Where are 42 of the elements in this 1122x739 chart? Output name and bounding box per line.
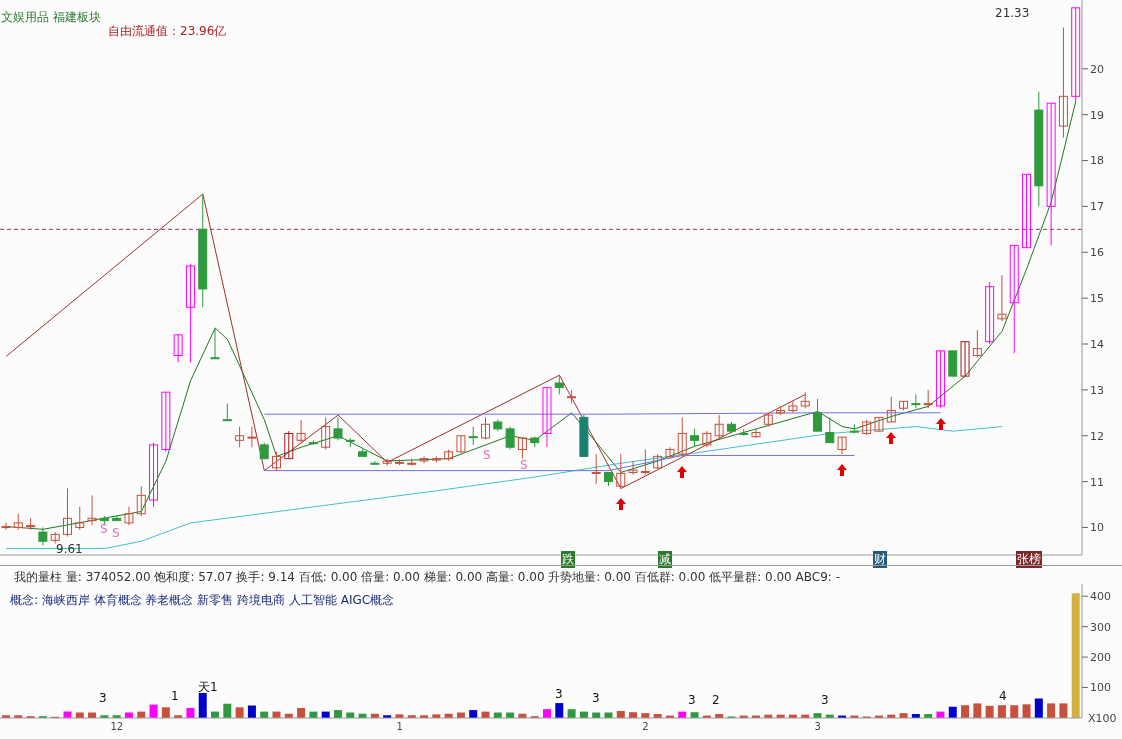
annotation: S (520, 458, 528, 472)
annotation: S (100, 522, 108, 536)
y-tick-label: 14 (1090, 337, 1104, 351)
annotation: 天1 (198, 679, 218, 696)
annotation: 3 (99, 691, 107, 705)
y-tick-label: 100 (1090, 681, 1111, 695)
annotation: 21.33 (995, 6, 1030, 20)
y-tick-label: 11 (1090, 475, 1104, 489)
y-tick-label: 20 (1090, 62, 1104, 76)
x-tick-label: 2 (642, 721, 649, 733)
y-axis-title: X100 (1088, 712, 1117, 725)
y-tick-label: 13 (1090, 383, 1104, 397)
y-tick-label: 15 (1090, 292, 1104, 306)
y-tick-label: 18 (1090, 154, 1104, 168)
annotation: 3 (688, 693, 696, 707)
annotation: 3 (592, 691, 600, 705)
y-tick-label: 400 (1090, 590, 1111, 604)
x-tick-label: 12 (110, 721, 124, 733)
annotation: S (483, 448, 491, 462)
text: 文娱用品 福建板块 (1, 9, 101, 26)
annotation: 减 (658, 551, 672, 568)
text: 概念: 海峡西岸 体育概念 养老概念 新零售 跨境电商 人工智能 AIGC概念 (10, 592, 395, 609)
annotation: 3 (821, 693, 829, 707)
y-tick-label: 12 (1090, 429, 1104, 443)
annotation: 跌 (561, 551, 575, 568)
x-tick-label: 3 (814, 721, 821, 733)
x-tick-label: 1 (396, 721, 403, 733)
annotation: 3 (555, 687, 563, 701)
y-tick-label: 300 (1090, 620, 1111, 634)
y-tick-label: 16 (1090, 246, 1104, 260)
chart-title: 我的量柱 量: 374052.00 饱和度: 57.07 换手: 9.14 百低: 0.00 倍量: 0.00 梯量: 0.00 高量: 0.00 升势地量: 0.00 百低群: 0.00 低平量群: 0.00 ABC9: - (14, 569, 840, 586)
annotation: 财 (873, 551, 887, 568)
annotation: 张榜 (1016, 551, 1042, 568)
annotation: 4 (999, 689, 1007, 703)
y-tick-label: 200 (1090, 651, 1111, 664)
annotation: S (112, 526, 120, 540)
text: 自由流通值：23.96亿 (108, 23, 227, 40)
annotation: 1 (171, 689, 179, 703)
y-tick-label: 17 (1090, 200, 1104, 214)
annotation: 2 (712, 693, 720, 707)
y-tick-label: 19 (1090, 108, 1104, 122)
y-tick-label: 10 (1090, 521, 1104, 535)
